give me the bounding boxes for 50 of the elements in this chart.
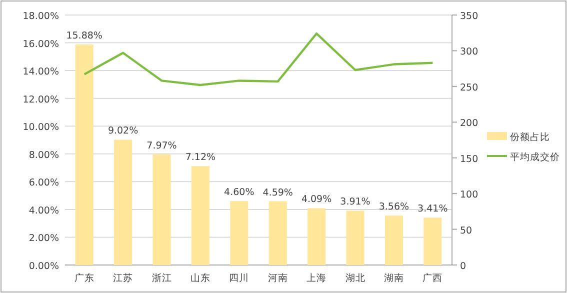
bar bbox=[424, 218, 442, 265]
y-tick-label: 0.00% bbox=[28, 261, 59, 272]
y-tick-label: 2.00% bbox=[28, 233, 59, 244]
x-tick-label: 江苏 bbox=[113, 272, 134, 284]
y-tick-label: 4.00% bbox=[28, 205, 59, 216]
bar bbox=[268, 201, 287, 265]
data-label: 15.88% bbox=[66, 30, 102, 42]
bar bbox=[191, 166, 210, 265]
bar bbox=[384, 216, 403, 265]
bar bbox=[230, 201, 248, 265]
y2-tick-label: 0 bbox=[460, 261, 466, 272]
x-tick-label: 上海 bbox=[306, 272, 327, 284]
y2-tick-label: 50 bbox=[460, 225, 472, 236]
x-tick-label: 四川 bbox=[229, 272, 250, 284]
y-tick-label: 8.00% bbox=[28, 150, 59, 161]
data-label: 4.60% bbox=[224, 187, 254, 198]
x-tick-label: 湖北 bbox=[345, 272, 366, 284]
data-label: 4.59% bbox=[262, 187, 293, 198]
y2-tick-label: 300 bbox=[460, 46, 478, 58]
bar bbox=[114, 140, 132, 265]
x-tick-label: 广西 bbox=[422, 272, 443, 284]
x-tick-label: 山东 bbox=[190, 272, 210, 284]
y-tick-label: 10.00% bbox=[22, 122, 59, 134]
x-tick-label: 浙江 bbox=[152, 272, 172, 284]
legend-label: 平均成交价 bbox=[510, 151, 560, 163]
data-label: 4.09% bbox=[301, 194, 332, 206]
x-tick-label: 广东 bbox=[74, 272, 94, 284]
bar bbox=[75, 44, 94, 265]
y-tick-label: 14.00% bbox=[22, 66, 59, 78]
y2-tick-label: 150 bbox=[460, 154, 478, 165]
y-tick-label: 6.00% bbox=[28, 178, 59, 189]
y2-tick-label: 200 bbox=[460, 118, 478, 130]
y-tick-label: 16.00% bbox=[22, 38, 59, 50]
y-tick-label: 12.00% bbox=[22, 94, 59, 106]
legend-label: 份额占比 bbox=[510, 131, 550, 143]
data-label: 3.41% bbox=[418, 204, 448, 215]
y2-tick-label: 350 bbox=[460, 11, 478, 22]
data-label: 9.02% bbox=[108, 126, 138, 137]
data-label: 7.97% bbox=[146, 140, 177, 152]
data-label: 7.12% bbox=[185, 152, 216, 164]
y2-tick-label: 100 bbox=[460, 190, 478, 201]
bar bbox=[308, 208, 326, 265]
x-tick-label: 河南 bbox=[268, 272, 288, 284]
y2-tick-label: 250 bbox=[460, 82, 478, 94]
data-label: 3.91% bbox=[340, 196, 370, 208]
data-label: 3.56% bbox=[378, 202, 410, 213]
bar bbox=[346, 210, 364, 265]
y-tick-label: 18.00% bbox=[22, 11, 59, 22]
bar bbox=[152, 154, 171, 265]
x-tick-label: 湖南 bbox=[384, 272, 404, 284]
